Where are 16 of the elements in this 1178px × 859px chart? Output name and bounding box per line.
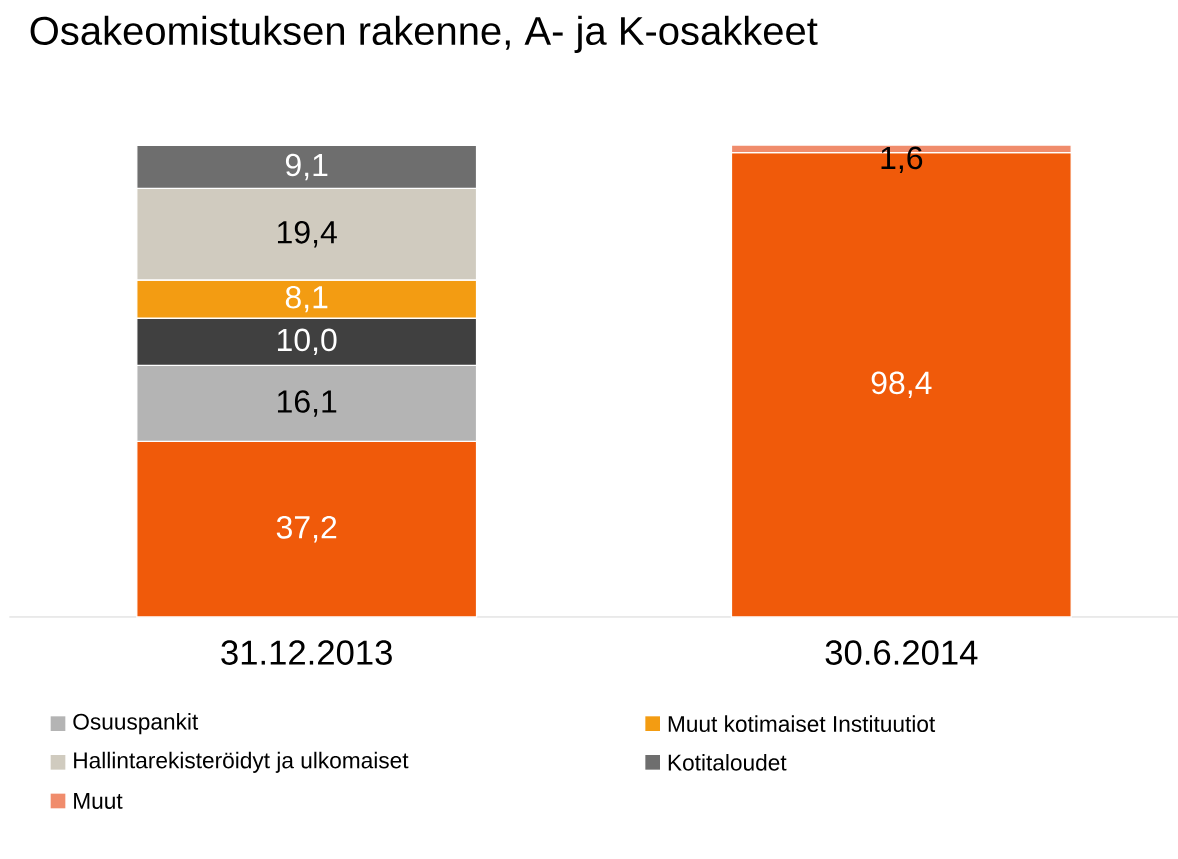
legend-label: Hallintarekisteröidyt ja ulkomaiset xyxy=(74,751,409,773)
legend-label: Osuuspankit xyxy=(73,713,199,735)
x-tick-label: 30.6.2014 xyxy=(825,640,978,665)
legend-label: Kotitaloudet xyxy=(668,754,787,771)
data-label: 16,1 xyxy=(277,390,337,417)
legend-label: Muut kotimaiset Instituutiot xyxy=(668,715,936,732)
x-tick-label: 31.12.2013 xyxy=(221,640,392,665)
legend-label: Muut xyxy=(74,793,123,809)
data-label: 10,0 xyxy=(277,328,337,356)
data-label: 8,1 xyxy=(285,285,328,313)
data-label: 19,4 xyxy=(277,220,337,248)
data-label: 37,2 xyxy=(276,515,337,543)
chart-title: Osakeomistuksen rakenne, A- ja K-osakkeet xyxy=(30,15,818,53)
data-label: 9,1 xyxy=(285,153,328,181)
data-label: 1,6 xyxy=(881,146,923,174)
data-label: 98,4 xyxy=(871,371,932,398)
